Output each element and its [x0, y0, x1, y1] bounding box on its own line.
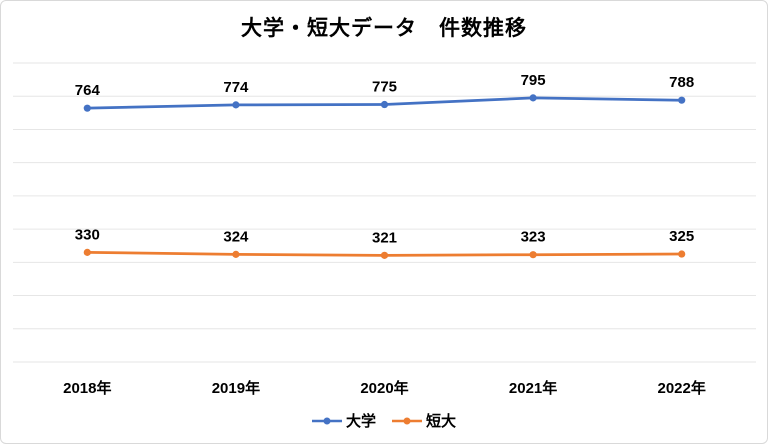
legend-item-大学: 大学 [311, 410, 376, 431]
chart-legend: 大学 短大 [1, 410, 767, 431]
legend-item-短大: 短大 [392, 410, 456, 431]
legend-label: 短大 [426, 413, 457, 430]
data-label: 325 [669, 228, 694, 245]
legend-line-marker-icon [392, 417, 422, 424]
data-label: 324 [223, 228, 249, 245]
data-label: 321 [372, 229, 397, 246]
data-point-marker [678, 250, 686, 258]
data-point-marker [83, 248, 91, 256]
data-label: 775 [372, 79, 397, 96]
data-label: 764 [75, 82, 101, 99]
x-axis-label: 2022年 [657, 380, 706, 397]
chart-title: 大学・短大データ 件数推移 [241, 17, 527, 40]
data-label: 330 [75, 226, 100, 243]
data-label: 323 [521, 229, 546, 246]
data-label: 795 [521, 72, 546, 89]
x-axis-label: 2021年 [508, 380, 558, 397]
data-point-marker [232, 101, 240, 109]
x-axis-label: 2019年 [211, 380, 261, 397]
data-point-marker [380, 100, 389, 109]
legend-label: 大学 [345, 413, 376, 430]
data-point-marker [529, 251, 537, 259]
data-point-marker [678, 96, 686, 104]
data-point-marker [380, 251, 389, 259]
data-point-marker [529, 94, 537, 102]
x-axis-labels: 2018年 2019年 2020年 2021年 2022年 [1, 377, 767, 397]
x-axis-label: 2018年 [63, 380, 112, 397]
legend-dot [323, 417, 331, 424]
legend-dot [403, 417, 411, 424]
data-label: 774 [223, 79, 249, 96]
x-axis-label: 2020年 [360, 380, 409, 397]
data-point-marker [83, 104, 91, 112]
data-label: 788 [669, 74, 694, 91]
data-point-marker [232, 250, 240, 258]
legend-line-marker-icon [311, 417, 342, 424]
